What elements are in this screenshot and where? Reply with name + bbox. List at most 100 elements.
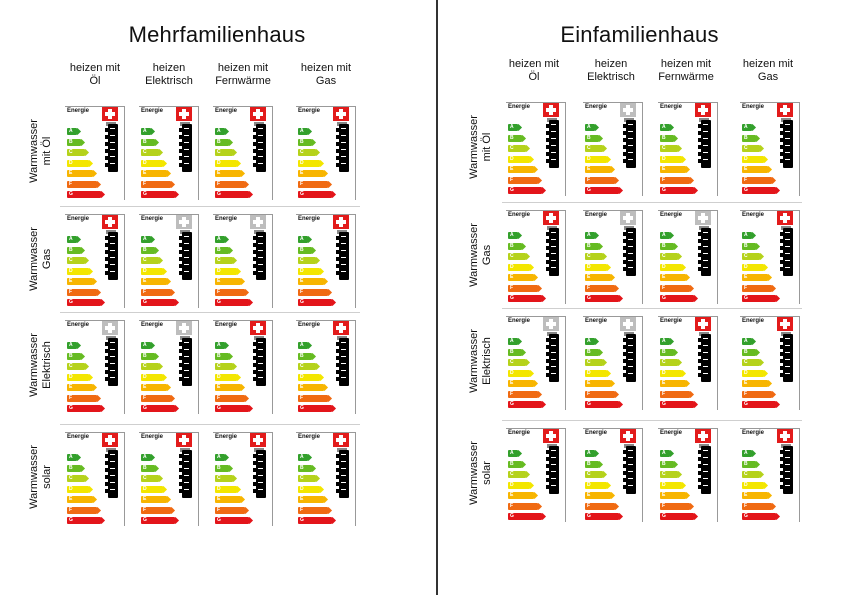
energy-class-letter: E — [662, 166, 666, 172]
energy-class-letter: B — [510, 460, 514, 467]
swiss-flag-icon — [777, 429, 793, 443]
energy-class-bar: C — [742, 145, 760, 152]
energy-class-bar: E — [508, 274, 534, 281]
energy-class-bar: E — [67, 496, 93, 503]
energy-class-bar: B — [742, 134, 756, 142]
energy-class-bar: B — [141, 246, 155, 254]
label-border — [799, 428, 800, 522]
rating-arrows-icon — [336, 450, 349, 498]
energy-label: Energie A B C D E F G — [65, 432, 125, 526]
energy-class-bar: C — [660, 145, 678, 152]
energy-class-bar: E — [141, 278, 167, 285]
energy-class-bar: G — [215, 517, 249, 524]
energy-class-bar: F — [298, 394, 328, 402]
energy-class-bar: B — [215, 464, 229, 472]
column-header: heizen mit Öl — [508, 58, 560, 83]
energy-class-bar: C — [215, 475, 233, 482]
energy-class-letter: G — [744, 295, 748, 301]
energy-class-bar: B — [508, 134, 522, 142]
energy-class-bar: F — [742, 390, 772, 398]
swiss-flag-icon — [620, 211, 636, 225]
rating-arrows-icon — [179, 450, 192, 498]
label-border — [565, 210, 566, 304]
energy-class-bar: C — [585, 253, 603, 260]
energy-class-bar: F — [141, 394, 171, 402]
energy-class-letter: C — [510, 359, 514, 365]
label-word: Energie — [508, 430, 531, 436]
label-border — [658, 316, 718, 317]
energy-class-bar: D — [298, 373, 320, 381]
column-header: heizen mit Gas — [742, 58, 794, 83]
energy-class-letter: F — [744, 502, 748, 509]
label-word: Energie — [141, 108, 164, 114]
swiss-flag-icon — [333, 107, 349, 121]
energy-class-bar: E — [585, 166, 611, 173]
label-border — [65, 320, 125, 321]
energy-class-letter: G — [69, 299, 73, 305]
energy-class-letter: D — [587, 155, 591, 162]
energy-class-letter: F — [69, 288, 73, 295]
energy-class-bar: A — [141, 236, 151, 243]
energy-class-letter: D — [217, 267, 221, 274]
rating-arrows-icon — [623, 228, 636, 276]
energy-class-letter: F — [510, 390, 514, 397]
energy-label: Energie A B C D E F G — [139, 214, 199, 308]
energy-class-bar: A — [67, 128, 77, 135]
energy-label: Energie A B C D E F G — [658, 102, 718, 196]
energy-class-bar: C — [585, 145, 603, 152]
energy-class-letter: A — [217, 454, 221, 460]
row-separator — [502, 202, 802, 203]
energy-label: Energie A B C D E F G — [506, 102, 566, 196]
energy-class-bar: G — [298, 517, 332, 524]
energy-class-bar: G — [67, 517, 101, 524]
energy-class-bar: D — [742, 481, 764, 489]
energy-class-bar: A — [215, 454, 225, 461]
energy-class-letter: B — [300, 464, 304, 471]
rating-arrows-icon — [780, 446, 793, 494]
energy-class-letter: C — [744, 471, 748, 477]
energy-class-bar: G — [742, 401, 776, 408]
energy-label: Energie A B C D E F G — [506, 428, 566, 522]
energy-class-letter: D — [143, 485, 147, 492]
energy-class-letter: F — [300, 288, 304, 295]
energy-class-bar: C — [141, 475, 159, 482]
energy-class-letter: G — [662, 295, 666, 301]
label-word: Energie — [298, 434, 321, 440]
energy-class-bar: C — [67, 149, 85, 156]
label-border — [565, 102, 566, 196]
energy-class-bar: D — [742, 263, 764, 271]
energy-class-bar: C — [660, 359, 678, 366]
label-border — [213, 320, 273, 321]
label-word: Energie — [585, 212, 608, 218]
energy-class-bar: C — [141, 257, 159, 264]
energy-class-letter: G — [587, 513, 591, 519]
column-header: heizen Elektrisch — [145, 62, 193, 87]
energy-label: Energie A B C D E F G — [506, 316, 566, 410]
energy-class-bar: F — [585, 284, 615, 292]
energy-class-letter: A — [300, 236, 304, 242]
label-border — [272, 320, 273, 414]
row-separator — [60, 206, 360, 207]
energy-class-letter: G — [744, 401, 748, 407]
energy-class-letter: C — [69, 475, 73, 481]
energy-class-bar: G — [141, 517, 175, 524]
energy-class-bar: C — [298, 149, 316, 156]
column-header: heizen mit Fernwärme — [658, 58, 714, 83]
energy-class-bar: F — [141, 288, 171, 296]
energy-class-bar: E — [508, 492, 534, 499]
energy-label: Energie A B C D E F G — [583, 102, 643, 196]
label-word: Energie — [67, 216, 90, 222]
label-word: Energie — [298, 108, 321, 114]
swiss-flag-icon — [543, 429, 559, 443]
energy-class-bar: D — [742, 155, 764, 163]
energy-class-letter: D — [143, 159, 147, 166]
energy-class-letter: D — [69, 485, 73, 492]
energy-class-letter: C — [662, 471, 666, 477]
energy-class-bar: A — [298, 236, 308, 243]
swiss-flag-icon — [102, 433, 118, 447]
energy-class-letter: A — [510, 338, 514, 344]
energy-label: Energie A B C D E F G — [740, 428, 800, 522]
energy-class-letter: G — [744, 513, 748, 519]
label-word: Energie — [585, 318, 608, 324]
energy-class-letter: F — [217, 180, 221, 187]
